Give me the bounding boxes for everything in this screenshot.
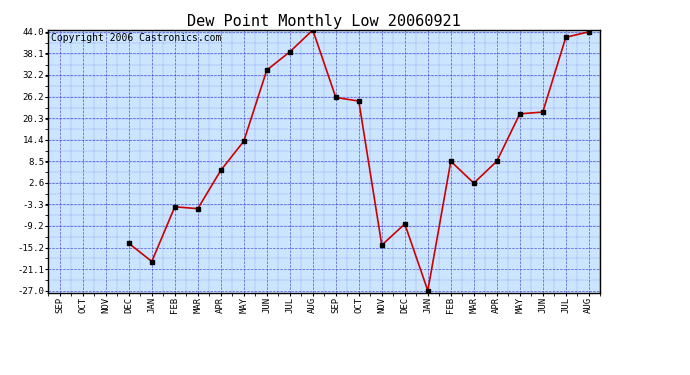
Text: Copyright 2006 Castronics.com: Copyright 2006 Castronics.com [51, 33, 221, 43]
Title: Dew Point Monthly Low 20060921: Dew Point Monthly Low 20060921 [188, 14, 461, 29]
